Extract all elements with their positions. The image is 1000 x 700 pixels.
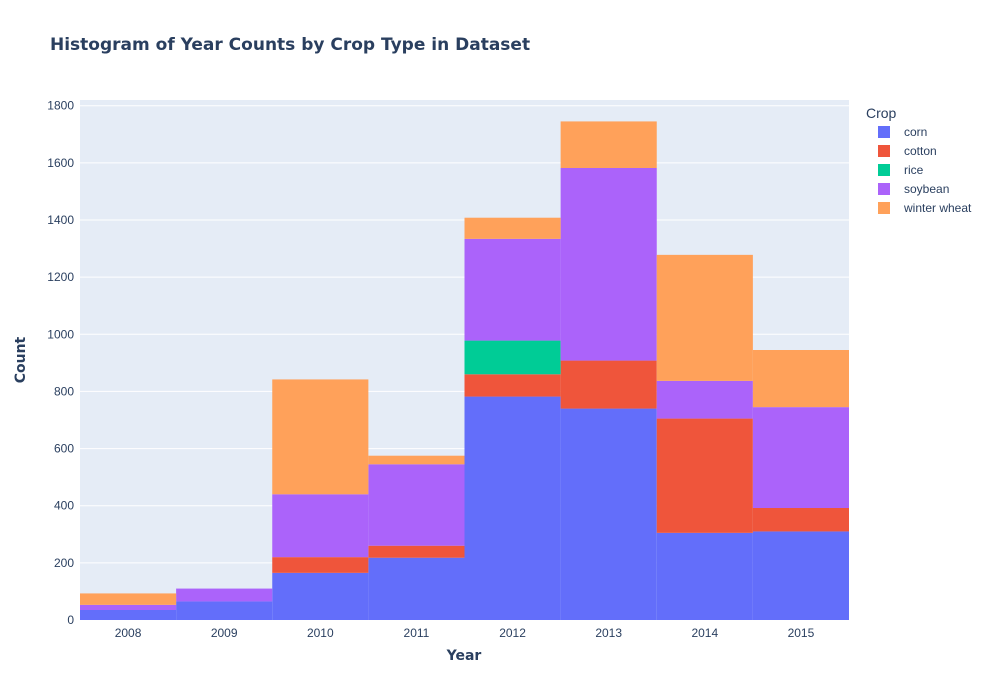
- bar-soybean-2009: [176, 588, 273, 602]
- x-tick-label: 2014: [691, 626, 718, 640]
- legend-label: cotton: [904, 144, 937, 158]
- bar-rice-2012: [464, 340, 561, 375]
- bar-soybean-2014: [656, 380, 753, 419]
- x-tick-label: 2013: [595, 626, 622, 640]
- y-tick-label: 400: [54, 499, 74, 513]
- bar-corn-2013: [560, 408, 657, 620]
- bar-cotton-2010: [272, 557, 369, 573]
- y-tick-label: 1600: [47, 156, 74, 170]
- bar-corn-2015: [752, 531, 849, 620]
- bar-soybean-2010: [272, 494, 369, 558]
- bar-winter-wheat-2008: [80, 593, 177, 605]
- bar-winter-wheat-2010: [272, 379, 369, 495]
- x-tick-label: 2009: [211, 626, 238, 640]
- legend-title: Crop: [866, 105, 897, 121]
- y-tick-label: 1200: [47, 270, 74, 284]
- bar-corn-2011: [368, 557, 465, 620]
- bar-cotton-2014: [656, 418, 753, 533]
- legend-swatch: [878, 202, 890, 214]
- bar-winter-wheat-2011: [368, 455, 465, 465]
- legend-label: corn: [904, 125, 927, 139]
- legend-swatch: [878, 164, 890, 176]
- bar-cotton-2012: [464, 374, 561, 397]
- bar-winter-wheat-2012: [464, 217, 561, 239]
- bar-soybean-2015: [752, 407, 849, 508]
- y-tick-label: 600: [54, 442, 74, 456]
- legend-swatch: [878, 183, 890, 195]
- chart-title: Histogram of Year Counts by Crop Type in…: [50, 35, 530, 55]
- x-tick-label: 2010: [307, 626, 334, 640]
- bar-corn-2014: [656, 532, 753, 620]
- bar-winter-wheat-2015: [752, 350, 849, 408]
- x-axis-title: Year: [446, 648, 482, 664]
- legend-swatch: [878, 126, 890, 138]
- bars: [80, 121, 849, 620]
- bar-cotton-2011: [368, 545, 465, 558]
- bar-corn-2010: [272, 572, 369, 620]
- legend-label: soybean: [904, 182, 949, 196]
- bar-soybean-2013: [560, 168, 657, 361]
- legend-label: winter wheat: [903, 201, 972, 215]
- y-tick-label: 0: [67, 613, 74, 627]
- y-tick-label: 200: [54, 556, 74, 570]
- y-tick-label: 800: [54, 384, 74, 398]
- bar-winter-wheat-2013: [560, 121, 657, 168]
- x-tick-label: 2011: [404, 626, 430, 640]
- bar-corn-2009: [176, 601, 273, 620]
- bar-winter-wheat-2014: [656, 254, 753, 381]
- legend: Crop corn cotton rice soybean winter wheat: [866, 105, 972, 215]
- x-tick-label: 2008: [115, 626, 142, 640]
- legend-label: rice: [904, 163, 924, 177]
- bar-soybean-2008: [80, 604, 177, 610]
- x-tick-label: 2012: [499, 626, 526, 640]
- bar-soybean-2012: [464, 238, 561, 341]
- bar-soybean-2011: [368, 464, 465, 546]
- x-axis-ticks: 2008 2009 2010 2011 2012 2013 2014 2015: [115, 626, 815, 640]
- y-axis-title: Count: [13, 336, 29, 383]
- y-tick-label: 1800: [47, 99, 74, 113]
- y-tick-label: 1000: [47, 327, 74, 341]
- legend-swatch: [878, 145, 890, 157]
- bar-corn-2012: [464, 396, 561, 620]
- bar-corn-2008: [80, 610, 177, 620]
- y-axis-ticks: 0 200 400 600 800 1000 1200 1400 1600 1800: [47, 99, 74, 627]
- y-tick-label: 1400: [47, 213, 74, 227]
- bar-cotton-2015: [752, 508, 849, 532]
- x-tick-label: 2015: [788, 626, 815, 640]
- bar-cotton-2013: [560, 360, 657, 409]
